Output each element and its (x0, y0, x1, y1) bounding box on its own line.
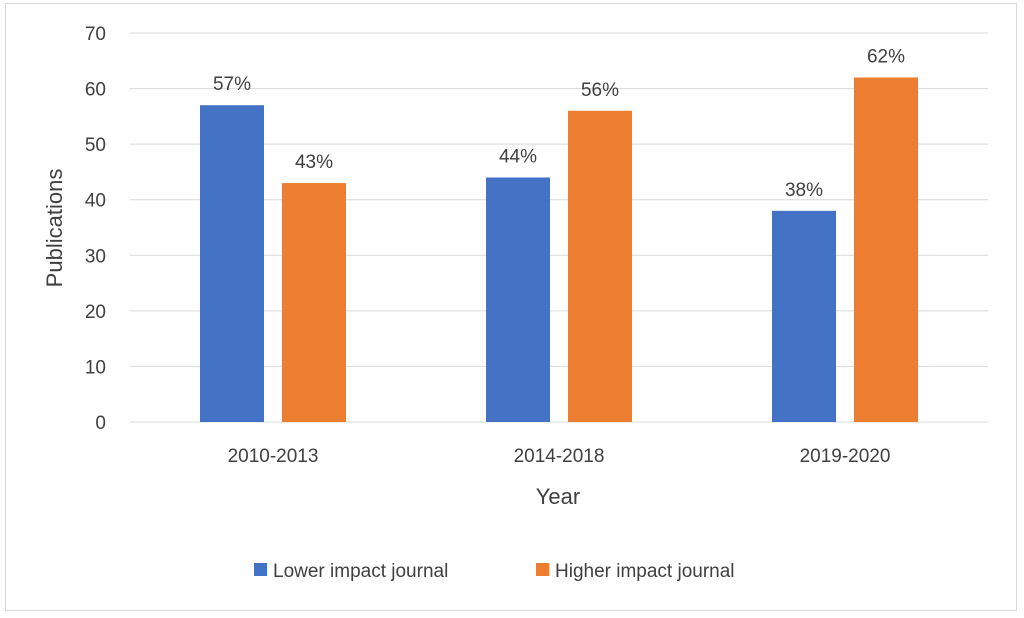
x-axis-ticks: 2010-2013 2014-2018 2019-2020 (228, 446, 891, 467)
legend-item: Higher impact journal (536, 561, 735, 582)
bar (568, 110, 632, 423)
data-label: 57% (213, 74, 251, 95)
y-tick-label: 60 (85, 80, 106, 101)
y-tick-label: 50 (85, 135, 106, 156)
bars (200, 77, 918, 423)
legend: Lower impact journal Higher impact journa… (254, 561, 735, 582)
legend-swatch (536, 563, 549, 576)
data-labels: 57% 43% 44% 56% 38% 62% (213, 46, 905, 200)
x-tick-label: 2019-2020 (800, 446, 891, 467)
bar (282, 183, 346, 422)
y-tick-label: 20 (85, 302, 106, 323)
bar (854, 77, 918, 422)
legend-item: Lower impact journal (254, 561, 448, 582)
y-axis-ticks: 0 10 20 30 40 50 60 70 (85, 24, 106, 434)
legend-label: Higher impact journal (555, 561, 735, 582)
x-axis-title: Year (536, 484, 580, 509)
y-tick-label: 70 (85, 24, 106, 45)
data-label: 43% (295, 152, 333, 173)
data-label: 44% (499, 146, 537, 167)
x-tick-label: 2010-2013 (228, 446, 319, 467)
x-tick-label: 2014-2018 (514, 446, 605, 467)
data-label: 56% (581, 80, 619, 101)
y-tick-label: 10 (85, 357, 106, 378)
y-tick-label: 40 (85, 191, 106, 212)
bar (772, 210, 836, 422)
y-tick-label: 0 (95, 413, 106, 434)
y-tick-label: 30 (85, 246, 106, 267)
legend-swatch (254, 563, 267, 576)
bar (486, 177, 550, 422)
data-label: 62% (867, 46, 905, 67)
gridlines (130, 32, 988, 423)
legend-label: Lower impact journal (273, 561, 448, 582)
data-label: 38% (785, 180, 823, 201)
bar (200, 105, 264, 422)
y-axis-title: Publications (42, 169, 67, 288)
